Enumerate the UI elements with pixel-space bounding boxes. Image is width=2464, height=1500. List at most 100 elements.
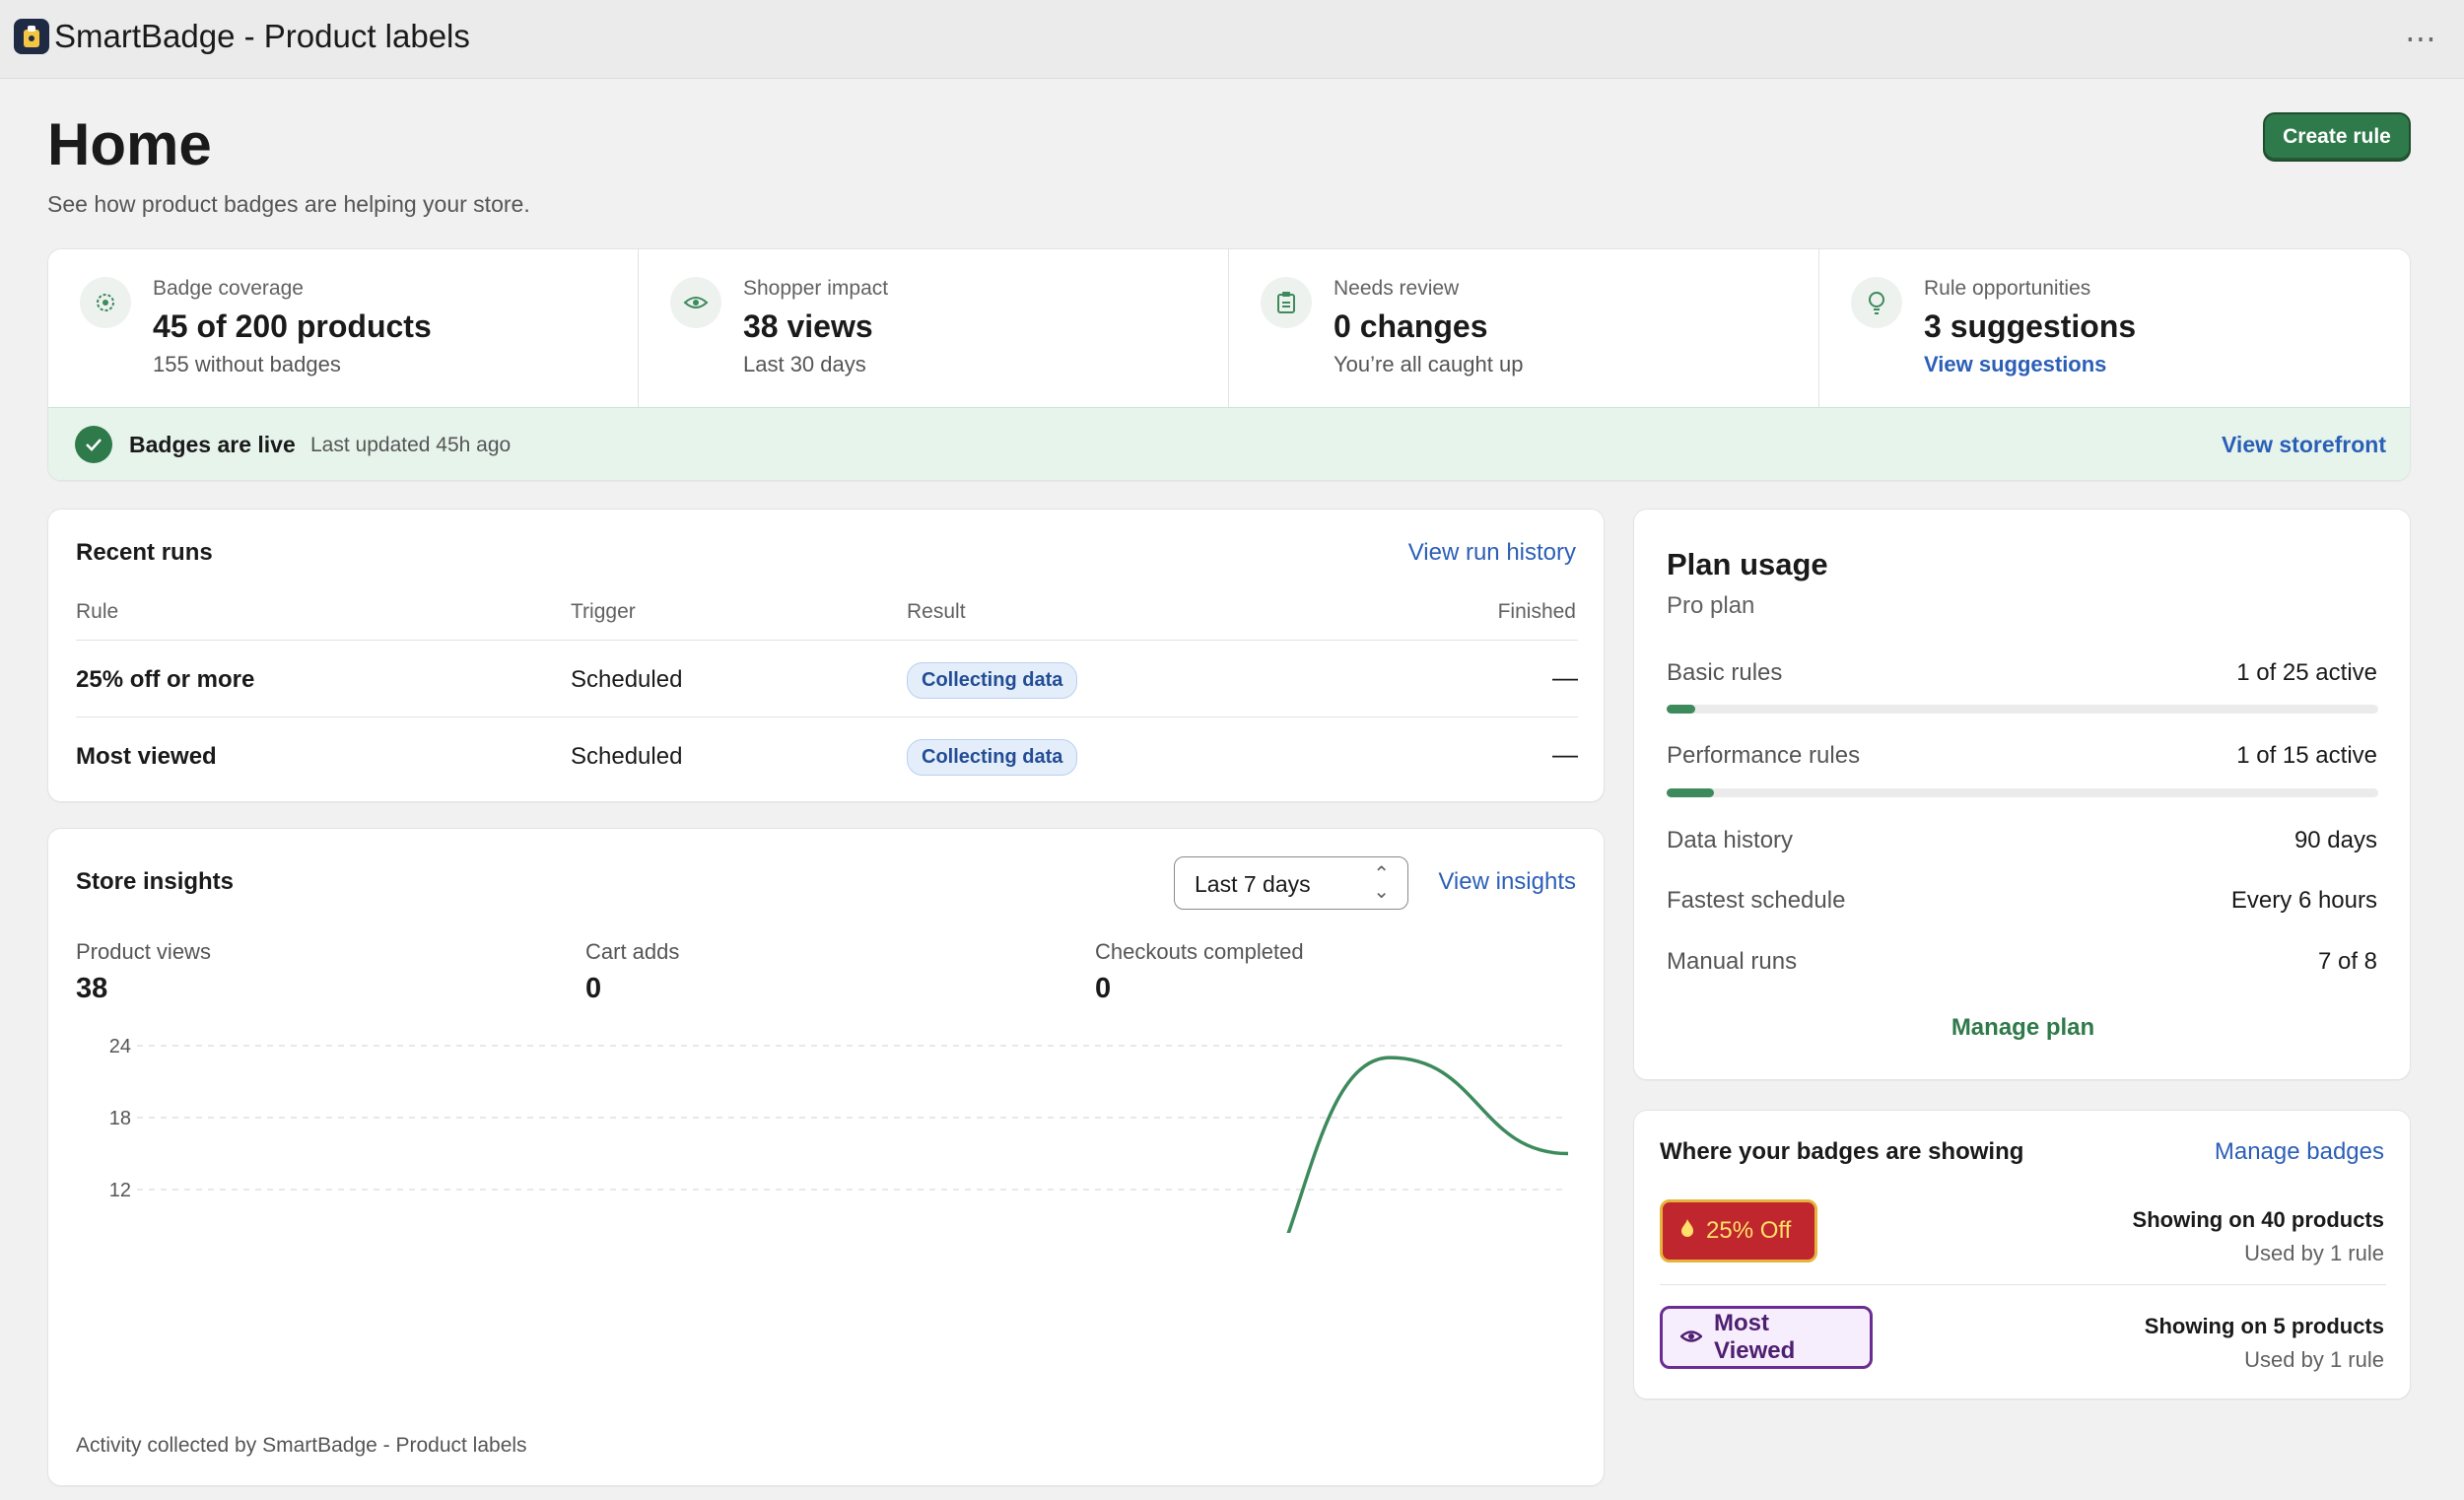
badge-preview-most-viewed[interactable]: Most Viewed [1660, 1306, 1873, 1369]
date-range-value: Last 7 days [1195, 871, 1311, 897]
stat-badge-coverage: Badge coverage 45 of 200 products 155 wi… [48, 249, 639, 407]
stat-sub: Last 30 days [743, 352, 866, 376]
eye-icon [1679, 1324, 1703, 1351]
insights-footer-note: Activity collected by SmartBadge - Produ… [76, 1434, 527, 1457]
lightbulb-icon [1851, 277, 1902, 328]
stat-sub: 155 without badges [153, 352, 341, 376]
stat-value: 0 changes [1334, 308, 1488, 344]
badge-icon [80, 277, 131, 328]
badge-showing-count: Showing on 40 products [2132, 1207, 2384, 1232]
more-actions-icon[interactable]: ⋯ [2405, 21, 2437, 56]
stat-needs-review: Needs review 0 changes You’re all caught… [1229, 249, 1819, 407]
plan-row-label: Manual runs [1667, 948, 1798, 975]
view-insights-link[interactable]: View insights [1438, 868, 1576, 895]
basic-rules-progress [1667, 705, 2378, 714]
recent-runs-title: Recent runs [76, 539, 213, 566]
view-storefront-link[interactable]: View storefront [2222, 432, 2386, 457]
plan-usage-card: Plan usage Pro plan Basic rules 1 of 25 … [1633, 509, 2411, 1080]
series-line [1286, 1056, 1569, 1233]
stat-label: Shopper impact [743, 277, 889, 300]
col-result: Result [907, 600, 966, 623]
plan-row-label: Basic rules [1667, 659, 1783, 686]
progress-fill [1667, 788, 1715, 797]
y-tick-label: 12 [109, 1180, 131, 1201]
stat-value: 45 of 200 products [153, 308, 432, 344]
manage-badges-link[interactable]: Manage badges [2214, 1138, 2384, 1165]
plan-row-label: Data history [1667, 827, 1794, 853]
metric-value: 0 [1095, 973, 1112, 1004]
live-status-title: Badges are live [129, 432, 296, 457]
metric-value: 0 [585, 973, 602, 1004]
plan-row-value: 1 of 25 active [2236, 659, 2377, 686]
select-chevron-icon: ⌃ ⌄ [1373, 863, 1390, 903]
store-insights-card: Store insights Last 7 days ⌃ ⌄ View insig… [47, 828, 1605, 1486]
badge-text: Most Viewed [1714, 1310, 1796, 1364]
y-tick-label: 24 [109, 1036, 131, 1057]
app-header: SmartBadge - Product labels ⋯ [0, 0, 2464, 79]
plan-row-label: Performance rules [1667, 742, 1861, 769]
view-run-history-link[interactable]: View run history [1407, 539, 1576, 566]
stat-label: Needs review [1334, 277, 1460, 300]
manage-plan-link[interactable]: Manage plan [1951, 1014, 2095, 1041]
col-finished: Finished [1497, 600, 1576, 623]
app-title: SmartBadge - Product labels [54, 18, 470, 54]
stats-card: Badge coverage 45 of 200 products 155 wi… [47, 248, 2411, 481]
check-icon [75, 426, 112, 463]
eye-icon [670, 277, 721, 328]
date-range-select[interactable]: Last 7 days ⌃ ⌄ [1174, 856, 1408, 910]
recent-runs-card: Recent runs View run history Rule Trigge… [47, 509, 1605, 802]
app-logo-icon [14, 19, 49, 54]
metric-label: Product views [76, 939, 211, 964]
stat-label: Badge coverage [153, 277, 304, 300]
plan-name: Pro plan [1667, 592, 1755, 619]
product-views-chart: 06121824Aug 27Aug 28Aug 29Aug 30Aug 31Se… [109, 1036, 1569, 1233]
metric-value: 38 [76, 973, 108, 1004]
plan-row-value: 90 days [2293, 827, 2377, 853]
page-title: Home [47, 111, 212, 177]
run-rule: Most viewed [76, 743, 217, 770]
table-row[interactable]: Most viewed Scheduled Collecting data — [76, 716, 1578, 793]
create-rule-button[interactable]: Create rule [2263, 112, 2411, 162]
clipboard-icon [1261, 277, 1312, 328]
run-rule: 25% off or more [76, 666, 255, 693]
run-finished: — [1552, 739, 1578, 769]
badge-rule-count: Used by 1 rule [2244, 1241, 2384, 1265]
status-badge: Collecting data [907, 662, 1078, 699]
badge-text: 25% Off [1706, 1217, 1792, 1244]
stat-rule-opportunities: Rule opportunities 3 suggestions View su… [1819, 249, 2410, 407]
live-status-banner: Badges are live Last updated 45h ago Vie… [48, 407, 2410, 480]
stat-value: 38 views [743, 308, 873, 344]
plan-row-value: 7 of 8 [2317, 948, 2377, 975]
plan-row-label: Fastest schedule [1667, 887, 1846, 914]
y-tick-label: 18 [109, 1108, 131, 1129]
stat-sub: You’re all caught up [1334, 352, 1524, 376]
stat-value: 3 suggestions [1924, 308, 2137, 344]
metric-label: Cart adds [585, 939, 680, 964]
store-insights-title: Store insights [76, 868, 235, 895]
badge-preview-25-off[interactable]: 25% Off [1660, 1199, 1817, 1262]
badges-showing-card: Where your badges are showing Manage bad… [1633, 1110, 2411, 1399]
badge-rule-count: Used by 1 rule [2244, 1347, 2384, 1372]
col-rule: Rule [76, 600, 119, 623]
badge-showing-count: Showing on 5 products [2144, 1314, 2384, 1338]
badges-showing-title: Where your badges are showing [1660, 1138, 2024, 1165]
metric-label: Checkouts completed [1095, 939, 1304, 964]
performance-rules-progress [1667, 788, 2378, 797]
table-row[interactable]: 25% off or more Scheduled Collecting dat… [76, 640, 1578, 716]
live-last-updated: Last updated 45h ago [310, 434, 512, 456]
progress-fill [1667, 705, 1695, 714]
plan-row-value: Every 6 hours [2230, 887, 2377, 914]
col-trigger: Trigger [571, 600, 636, 623]
flame-icon [1680, 1217, 1694, 1245]
page-subtitle: See how product badges are helping your … [47, 191, 530, 217]
plan-usage-title: Plan usage [1667, 547, 1828, 581]
stat-shopper-impact: Shopper impact 38 views Last 30 days [639, 249, 1229, 407]
run-finished: — [1552, 662, 1578, 692]
run-trigger: Scheduled [571, 666, 683, 693]
view-suggestions-link[interactable]: View suggestions [1924, 352, 2107, 376]
run-trigger: Scheduled [571, 743, 683, 770]
stat-label: Rule opportunities [1924, 277, 2091, 300]
divider [1660, 1284, 2386, 1285]
status-badge: Collecting data [907, 739, 1078, 776]
plan-row-value: 1 of 15 active [2236, 742, 2377, 769]
